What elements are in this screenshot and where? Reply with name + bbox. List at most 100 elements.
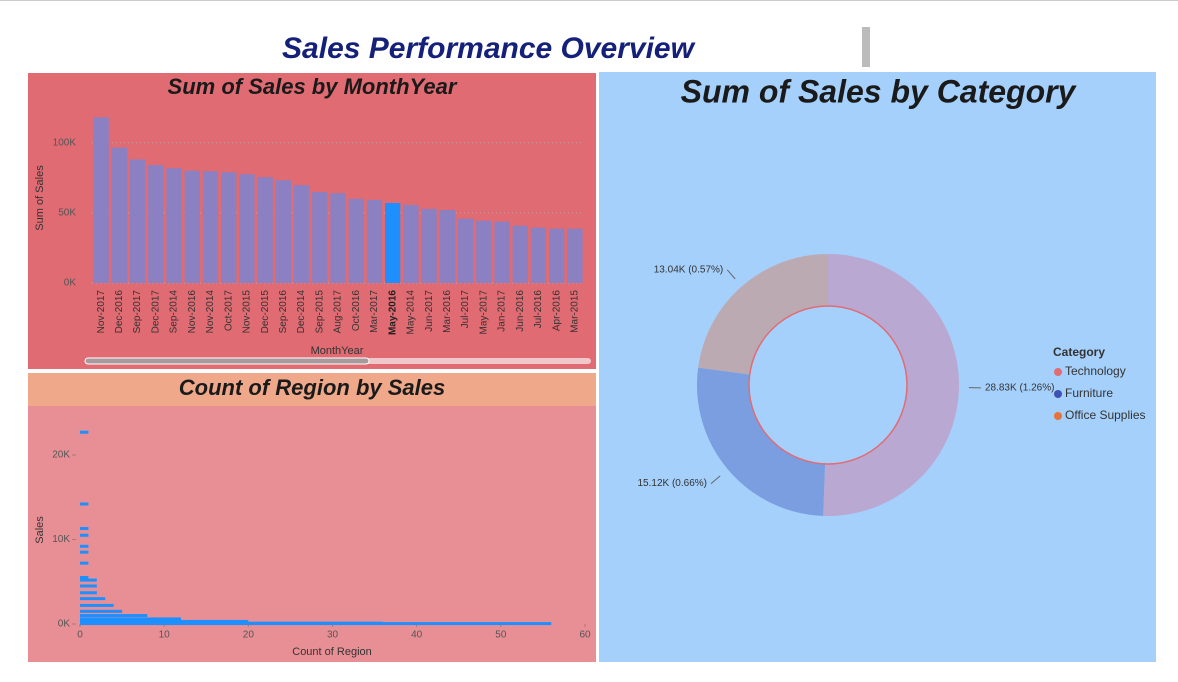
x-tick-label: Mar-2015 [570,290,581,333]
bar [366,199,383,283]
x-tick-label: Nov-2016 [187,290,198,334]
bar [221,172,237,283]
data-label: 13.04K (0.57%) [654,264,724,275]
x-tick-label: 0 [77,630,83,641]
x-tick-label: Sep-2015 [314,290,325,334]
legend-dot [1054,390,1062,398]
bar [80,614,148,618]
bar [184,170,200,283]
bar [80,561,89,565]
legend-dot [1054,412,1062,420]
bar [80,617,181,621]
y-axis-title: Sales [34,516,46,544]
x-axis-title: Count of Region [292,646,372,658]
bar [80,533,89,537]
legend-label: Technology [1065,364,1126,378]
x-tick-label: 10 [159,630,171,641]
y-tick-label: 0K [58,619,71,630]
bar [80,609,123,613]
bar [385,203,401,283]
bar [457,218,474,283]
slice [697,367,826,516]
x-tick-label: Sep-2016 [278,290,289,334]
bar [403,204,419,283]
x-tick-label: Jan-2017 [497,290,508,332]
x-tick-label: Jun-2016 [515,290,526,332]
x-tick-label: Apr-2016 [551,290,562,332]
y-axis-title: Sum of Sales [34,165,46,231]
chart-title: Sum of Sales by MonthYear [168,74,458,99]
x-tick-label: May-2014 [406,290,417,335]
bar [275,180,291,283]
divider [862,27,870,67]
x-tick-label: 40 [411,630,423,641]
bar [80,576,89,580]
x-tick-label: Dec-2016 [114,290,125,334]
data-label: 15.12K (0.66%) [638,478,708,489]
scrollbar-thumb[interactable] [84,357,370,365]
y-tick-label: 50K [58,207,76,218]
legend-label: Furniture [1065,386,1113,400]
bar [80,597,106,601]
x-tick-label: Mar-2017 [369,290,380,333]
bar [80,622,552,626]
bar [239,174,255,283]
legend-label: Office Supplies [1065,408,1146,422]
bar [202,171,219,283]
x-tick-label: Sep-2017 [132,290,143,334]
slice [823,254,960,516]
x-tick-label: Jul-2017 [460,290,471,329]
bar [93,117,109,283]
x-tick-label: Jun-2017 [424,290,435,332]
panel-category [599,72,1156,662]
x-tick-label: Nov-2017 [96,290,107,334]
y-tick-label: 100K [53,137,77,148]
bar [293,185,310,283]
bar [257,177,273,283]
bar [111,147,127,283]
bar [80,544,89,548]
y-tick-label: 10K [52,534,70,545]
x-tick-label: 30 [327,630,339,641]
x-tick-label: Dec-2017 [150,290,161,334]
x-tick-label: Sep-2014 [169,290,180,334]
x-tick-label: Mar-2016 [442,290,453,333]
bar [80,619,249,623]
chart-title: Count of Region by Sales [179,375,445,400]
x-tick-label: Oct-2017 [223,290,234,332]
x-tick-label: May-2016 [387,290,398,335]
bar [312,192,328,283]
x-axis-title: MonthYear [311,345,364,357]
y-tick-label: 0K [64,278,77,289]
x-tick-label: Nov-2015 [242,290,253,334]
x-tick-label: 20 [243,630,255,641]
bar [512,225,528,283]
bar [567,228,583,283]
x-tick-label: 60 [579,630,591,641]
x-tick-label: Dec-2015 [260,290,271,334]
x-tick-label: Jul-2016 [533,290,544,329]
data-label: 28.83K (1.26%) [985,382,1054,393]
bar [439,210,455,283]
donut-inner-ring [748,305,908,465]
bar [80,584,97,588]
bar [166,168,182,283]
slice [698,254,828,375]
bar [549,228,565,283]
bar [80,527,89,531]
bar [129,159,146,283]
bar [80,578,97,582]
bar [80,550,89,554]
bar [80,502,89,506]
bar [148,165,164,283]
page-title: Sales Performance Overview [282,32,696,65]
bar [80,603,114,607]
x-tick-label: Oct-2016 [351,290,362,332]
x-tick-label: 50 [495,630,507,641]
bar [530,227,547,283]
bar [330,193,346,283]
x-tick-label: Dec-2014 [296,290,307,334]
bar [476,220,492,283]
legend-title: Category [1053,345,1105,359]
